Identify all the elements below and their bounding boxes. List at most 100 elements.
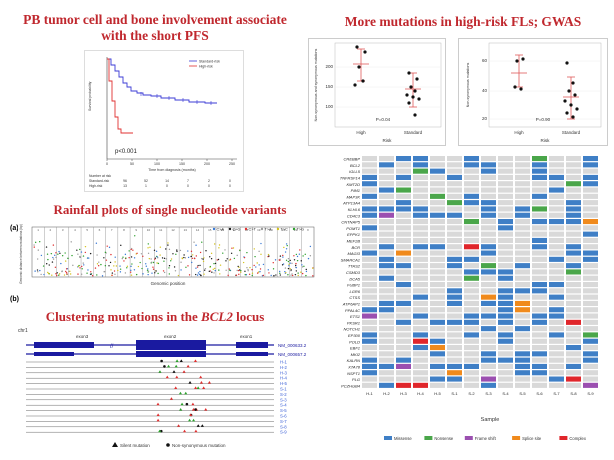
- rainfall-point: [307, 257, 310, 260]
- rainfall-point: [193, 257, 196, 260]
- heatmap-gene-label: BCL2: [350, 163, 361, 168]
- heatmap-cell: [498, 357, 513, 363]
- heatmap-cell: [430, 200, 445, 206]
- heatmap-cell: [362, 263, 377, 269]
- rainfall-point: [229, 259, 231, 261]
- rainfall-point: [137, 265, 140, 268]
- heatmap-cell: [566, 288, 581, 294]
- heatmap-cell: [498, 219, 513, 225]
- heatmap-cell: [583, 174, 598, 180]
- rainfall-point: [230, 252, 233, 255]
- heatmap-gene-label: ETS1: [350, 314, 360, 319]
- rainfall-point: [185, 266, 187, 269]
- rainfall-point: [113, 270, 116, 272]
- heatmap-cell: [362, 200, 377, 206]
- heatmap-gene-label: MAP3K: [346, 194, 360, 199]
- rainfall-point: [301, 266, 304, 268]
- heatmap-cell: [566, 338, 581, 344]
- heatmap-cell: [532, 351, 547, 357]
- heatmap-cell: [396, 294, 411, 300]
- heatmap-cell: [447, 231, 462, 237]
- heatmap-cell: [566, 294, 581, 300]
- bcl2-mutation-triangle: [191, 418, 196, 422]
- heatmap-cell: [532, 219, 547, 225]
- rainfall-legend-marker: [260, 227, 264, 231]
- rainfall-legend-marker: [292, 227, 296, 231]
- heatmap-cell: [481, 338, 496, 344]
- heatmap-cell: [498, 363, 513, 369]
- heatmap-cell: [379, 338, 394, 344]
- dot2-ytick-40: 40: [482, 88, 488, 93]
- rainfall-point: [293, 255, 295, 257]
- rainfall-point: [152, 261, 155, 264]
- heatmap-cell: [430, 168, 445, 174]
- heatmap-cell: [498, 187, 513, 193]
- rainfall-point: [117, 269, 119, 272]
- heatmap-cell: [362, 376, 377, 382]
- rainfall-point: [297, 274, 299, 277]
- heatmap-cell: [549, 219, 564, 225]
- rainfall-point: [240, 271, 242, 273]
- heatmap-cell: [464, 263, 479, 269]
- heatmap-cell: [583, 288, 598, 294]
- rainfall-plot-panel: Genomic distance between mutations (bp) …: [18, 224, 318, 288]
- rainfall-legend-label: C>G: [233, 228, 241, 232]
- heatmap-cell: [464, 319, 479, 325]
- rainfall-point: [251, 274, 253, 277]
- heatmap-cell: [583, 219, 598, 225]
- bcl2-sample-label: H-1: [280, 360, 288, 365]
- heatmap-sample-label: S-8: [570, 391, 577, 396]
- bcl2-heading: Clustering mutations in the BCL2 locus: [20, 309, 290, 325]
- heatmap-cell: [566, 174, 581, 180]
- mutation-heatmap-panel: CREBBP BCL2 IGLL5 TNFRSF14 KMT2D PIM1 MAP3K ATP…: [326, 150, 610, 450]
- heatmap-cell: [379, 219, 394, 225]
- rainfall-point: [114, 273, 116, 276]
- heatmap-cell: [362, 237, 377, 243]
- rainfall-points: [33, 235, 314, 277]
- heatmap-cell: [379, 187, 394, 193]
- heatmap-cell: [549, 269, 564, 275]
- heatmap-cell: [396, 319, 411, 325]
- heatmap-cell: [566, 168, 581, 174]
- bcl2-mutation-triangle: [158, 429, 162, 433]
- rainfall-point: [156, 256, 158, 258]
- rainfall-point: [65, 271, 68, 274]
- rainfall-point: [81, 268, 83, 270]
- rainfall-point: [195, 273, 197, 276]
- heatmap-cell: [583, 294, 598, 300]
- heatmap-cell: [464, 338, 479, 344]
- rainfall-point: [259, 268, 262, 270]
- bcl2-mutation-triangle: [191, 402, 195, 406]
- heatmap-cell: [396, 187, 411, 193]
- bcl2-sample-label: H-5: [280, 381, 288, 386]
- dot1-ytick-150: 150: [325, 84, 333, 89]
- heatmap-cell: [396, 250, 411, 256]
- heatmap-sample-label: S-7: [553, 391, 560, 396]
- rainfall-point: [246, 267, 248, 269]
- heatmap-cell: [549, 174, 564, 180]
- rainfall-point: [294, 264, 297, 267]
- bcl2-mutation-triangle: [189, 413, 193, 416]
- bcl2-t2-exon2: [136, 351, 206, 357]
- km-risk-value: 0: [208, 184, 210, 188]
- heatmap-cell: [481, 206, 496, 212]
- heatmap-cell: [566, 363, 581, 369]
- heatmap-cell: [566, 156, 581, 162]
- heatmap-cell: [498, 376, 513, 382]
- heatmap-cell: [515, 376, 530, 382]
- heatmap-cell: [362, 212, 377, 218]
- heatmap-cell: [379, 231, 394, 237]
- rainfall-point: [251, 268, 253, 271]
- heatmap-cell: [379, 174, 394, 180]
- heatmap-cell: [498, 275, 513, 281]
- rainfall-point: [48, 264, 50, 266]
- rainfall-point: [45, 246, 48, 248]
- rainfall-point: [214, 269, 216, 272]
- rainfall-legend: C>A C>G C>T T>A T>C T>G: [212, 227, 304, 232]
- rainfall-point: [282, 256, 284, 258]
- rainfall-point: [80, 251, 83, 253]
- dot1-ylabel: Non-synonymous and synonymous mutations: [314, 48, 318, 121]
- heatmap-cell: [481, 275, 496, 281]
- heatmap-cell: [362, 193, 377, 199]
- heatmap-gene-label: ATP13A4: [342, 201, 361, 206]
